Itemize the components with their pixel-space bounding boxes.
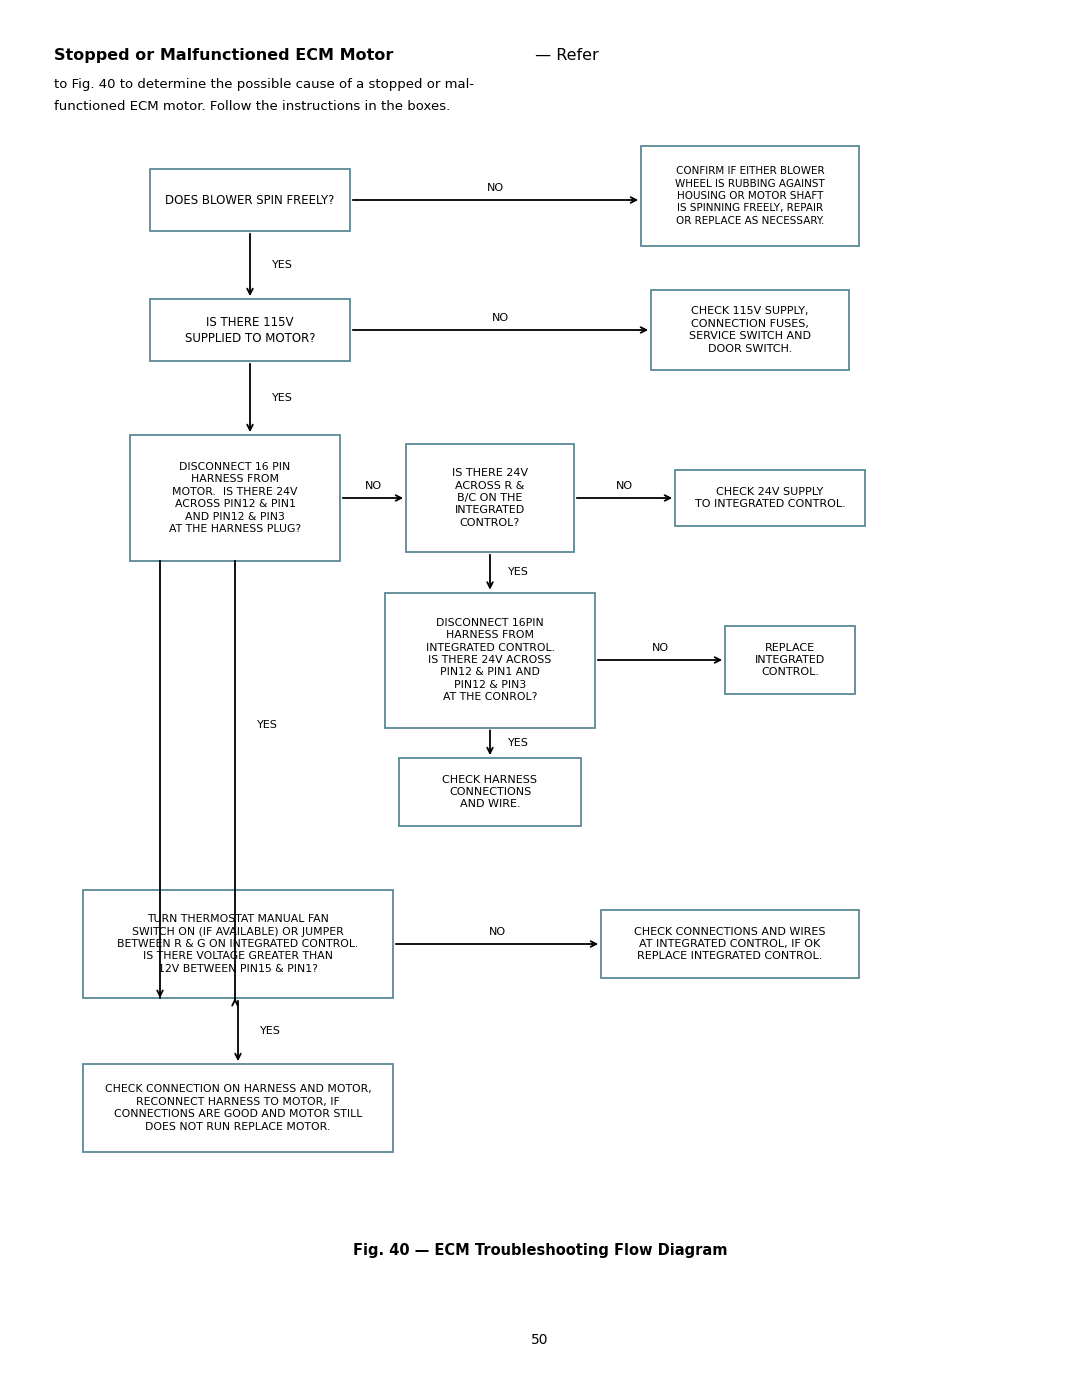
- Text: NO: NO: [616, 481, 633, 490]
- Text: REPLACE
INTEGRATED
CONTROL.: REPLACE INTEGRATED CONTROL.: [755, 643, 825, 678]
- Text: CONFIRM IF EITHER BLOWER
WHEEL IS RUBBING AGAINST
HOUSING OR MOTOR SHAFT
IS SPIN: CONFIRM IF EITHER BLOWER WHEEL IS RUBBIN…: [675, 166, 825, 226]
- Bar: [130, 434, 340, 562]
- Bar: [651, 291, 849, 370]
- Text: DISCONNECT 16PIN
HARNESS FROM
INTEGRATED CONTROL.
IS THERE 24V ACROSS
PIN12 & PI: DISCONNECT 16PIN HARNESS FROM INTEGRATED…: [426, 617, 554, 703]
- Text: DOES BLOWER SPIN FREELY?: DOES BLOWER SPIN FREELY?: [165, 194, 335, 207]
- Text: TURN THERMOSTAT MANUAL FAN
SWITCH ON (IF AVAILABLE) OR JUMPER
BETWEEN R & G ON I: TURN THERMOSTAT MANUAL FAN SWITCH ON (IF…: [118, 914, 359, 974]
- Text: CHECK 115V SUPPLY,
CONNECTION FUSES,
SERVICE SWITCH AND
DOOR SWITCH.: CHECK 115V SUPPLY, CONNECTION FUSES, SER…: [689, 306, 811, 353]
- Bar: [150, 169, 350, 231]
- Text: DISCONNECT 16 PIN
HARNESS FROM
MOTOR.  IS THERE 24V
ACROSS PIN12 & PIN1
AND PIN1: DISCONNECT 16 PIN HARNESS FROM MOTOR. IS…: [168, 462, 301, 534]
- Text: CHECK HARNESS
CONNECTIONS
AND WIRE.: CHECK HARNESS CONNECTIONS AND WIRE.: [443, 774, 538, 809]
- Bar: [83, 890, 393, 997]
- Text: YES: YES: [257, 721, 278, 731]
- Text: NO: NO: [487, 183, 504, 193]
- Text: CHECK 24V SUPPLY
TO INTEGRATED CONTROL.: CHECK 24V SUPPLY TO INTEGRATED CONTROL.: [694, 486, 846, 509]
- Bar: [600, 909, 859, 978]
- Bar: [150, 299, 350, 360]
- Text: NO: NO: [364, 481, 381, 490]
- Bar: [83, 1065, 393, 1153]
- Text: Fig. 40 — ECM Troubleshooting Flow Diagram: Fig. 40 — ECM Troubleshooting Flow Diagr…: [353, 1242, 727, 1257]
- Bar: [642, 147, 859, 246]
- Text: NO: NO: [488, 928, 505, 937]
- Text: to Fig. 40 to determine the possible cause of a stopped or mal-: to Fig. 40 to determine the possible cau…: [54, 78, 474, 91]
- Text: YES: YES: [508, 567, 529, 577]
- Bar: [384, 592, 595, 728]
- Text: YES: YES: [272, 393, 293, 402]
- Text: — Refer: — Refer: [530, 47, 598, 63]
- Text: 50: 50: [531, 1333, 549, 1347]
- Text: YES: YES: [260, 1025, 281, 1037]
- Text: YES: YES: [508, 738, 529, 747]
- Text: CHECK CONNECTIONS AND WIRES
AT INTEGRATED CONTROL, IF OK
REPLACE INTEGRATED CONT: CHECK CONNECTIONS AND WIRES AT INTEGRATE…: [634, 926, 826, 961]
- Text: NO: NO: [491, 313, 509, 323]
- Bar: [675, 469, 865, 527]
- Text: Stopped or Malfunctioned ECM Motor: Stopped or Malfunctioned ECM Motor: [54, 47, 393, 63]
- Text: CHECK CONNECTION ON HARNESS AND MOTOR,
RECONNECT HARNESS TO MOTOR, IF
CONNECTION: CHECK CONNECTION ON HARNESS AND MOTOR, R…: [105, 1084, 372, 1132]
- Bar: [406, 444, 573, 552]
- Text: YES: YES: [272, 260, 293, 270]
- Bar: [399, 759, 581, 826]
- Text: IS THERE 24V
ACROSS R &
B/C ON THE
INTEGRATED
CONTROL?: IS THERE 24V ACROSS R & B/C ON THE INTEG…: [451, 468, 528, 528]
- Text: IS THERE 115V
SUPPLIED TO MOTOR?: IS THERE 115V SUPPLIED TO MOTOR?: [185, 316, 315, 345]
- Text: functioned ECM motor. Follow the instructions in the boxes.: functioned ECM motor. Follow the instruc…: [54, 101, 450, 113]
- Text: NO: NO: [651, 643, 669, 652]
- Bar: [725, 626, 855, 694]
